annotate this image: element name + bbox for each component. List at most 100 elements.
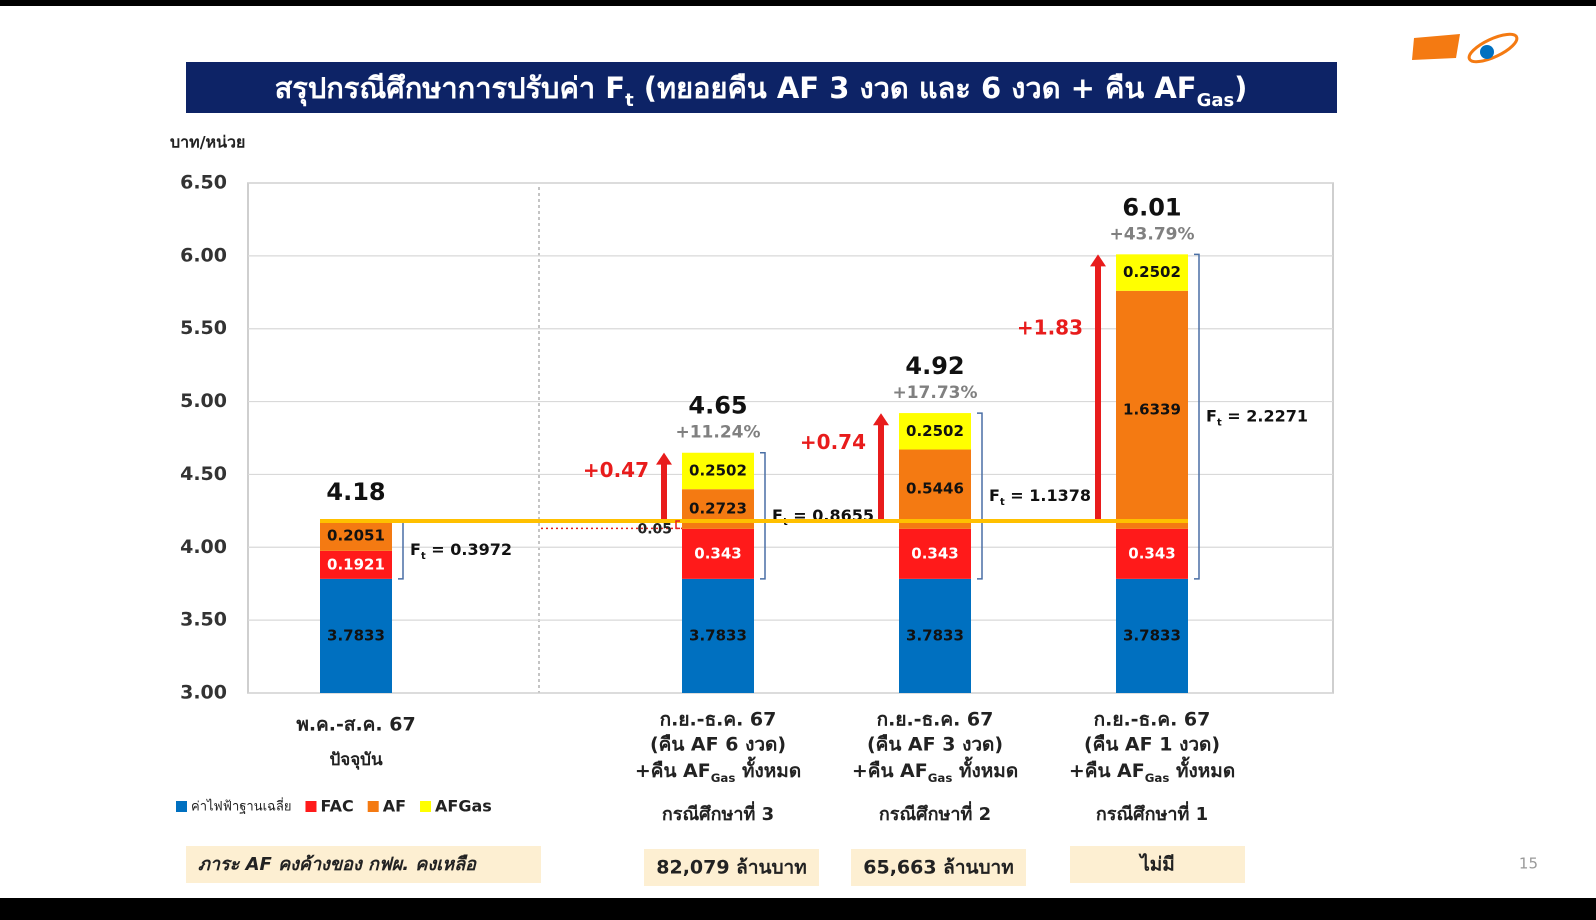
text-part: +คืน AF (852, 760, 928, 782)
legend-swatch (305, 801, 317, 812)
bottom-border (0, 898, 1596, 920)
footer-label: ภาระ AF คงค้างของ กฟผ. คงเหลือ (198, 854, 477, 875)
footer-box (851, 849, 1026, 886)
y-tick-label: 4.00 (180, 536, 227, 558)
top-border (0, 0, 1596, 6)
text-part: ทั้งหมด (952, 756, 1018, 782)
text-part: t (1000, 496, 1005, 507)
ft-label: Ft = 2.2271 (1206, 406, 1308, 428)
bar-segment (320, 578, 392, 693)
ft-bracket (398, 520, 404, 580)
text-part: F (410, 539, 421, 558)
ft-value: 2.2271 (1246, 406, 1308, 425)
text-part: = (1222, 406, 1247, 425)
y-tick-label: 4.50 (180, 463, 227, 485)
bar-value-label: 0.2502 (689, 461, 747, 479)
legend-swatch (176, 801, 187, 812)
bar-segment (899, 578, 971, 693)
bar-value-label: 0.2051 (327, 526, 385, 544)
text-part: สรุปกรณีศึกษาการปรับค่า F (275, 71, 626, 106)
gap-label: 0.05 (637, 521, 672, 537)
text-part: = (426, 539, 451, 558)
text-part: +คืน AF (635, 760, 711, 782)
y-tick-label: 5.00 (180, 390, 227, 412)
bar-value-label: 3.7833 (906, 626, 964, 644)
x-tick-label: ก.ย.-ธ.ค. 67 (660, 709, 777, 731)
footer-value: ไม่มี (1138, 853, 1175, 876)
pct-label: +17.73% (892, 383, 977, 403)
footer-value: 65,663 ล้านบาท (863, 857, 1014, 879)
y-tick-label: 6.00 (180, 244, 227, 266)
bar-value-label: 0.2723 (689, 500, 747, 518)
bar-value-label: 0.5446 (906, 480, 964, 498)
increase-label: +1.83 (1017, 316, 1083, 340)
slide-title: สรุปกรณีศึกษาการปรับค่า Ft (ทยอยคืน AF 3… (275, 71, 1248, 111)
bar-value-label: 3.7833 (1123, 626, 1181, 644)
x-tick-detail: (คืน AF 1 งวด) (1084, 734, 1220, 756)
bar-value-label: 0.2502 (906, 422, 964, 440)
y-tick-label: 3.00 (180, 682, 227, 704)
pct-label: +43.79% (1109, 224, 1194, 244)
text-part: Gas (1145, 771, 1170, 785)
total-label: 4.65 (688, 392, 747, 420)
legend-swatch (420, 801, 432, 812)
text-part: +คืน AF (1069, 760, 1145, 782)
case-label: กรณีศึกษาที่ 3 (662, 801, 774, 825)
text-part: F (989, 485, 1000, 504)
case-label: กรณีศึกษาที่ 2 (879, 801, 991, 825)
gap-bracket (675, 520, 680, 530)
legend-label: ค่าไฟฟ้าฐานเฉลี่ย (191, 798, 291, 815)
increase-label: +0.47 (583, 458, 649, 482)
bar-value-label: 3.7833 (327, 626, 385, 644)
bar-value-label: 3.7833 (689, 626, 747, 644)
ft-bracket (760, 451, 766, 580)
footer-box (1070, 846, 1245, 883)
y-tick-label: 6.50 (180, 172, 227, 194)
increase-arrow (656, 452, 672, 522)
text-part: F (772, 505, 783, 524)
x-tick-label: พ.ค.-ส.ค. 67 (296, 714, 415, 736)
bar-segment (682, 528, 754, 579)
text-part: F (1206, 406, 1217, 425)
footer-value: 82,079 ล้านบาท (656, 857, 807, 879)
legend-label: AFGas (435, 797, 492, 816)
legend-label: FAC (320, 797, 353, 816)
title-box (186, 62, 1337, 113)
x-tick-detail: (คืน AF 3 งวด) (867, 734, 1003, 756)
bar-segment (320, 520, 392, 551)
bar-segment (899, 449, 971, 529)
pct-label: +11.24% (675, 423, 760, 443)
ft-bracket (977, 412, 983, 580)
increase-arrow (1090, 254, 1106, 522)
bar-value-label: 0.1921 (327, 555, 385, 573)
text-part: t (421, 550, 426, 561)
ft-bracket (1194, 253, 1200, 580)
footer-box (644, 849, 819, 886)
y-tick-label: 5.50 (180, 317, 227, 339)
x-tick-detail: +คืน AFGas ทั้งหมด (852, 756, 1018, 785)
x-tick-label: ก.ย.-ธ.ค. 67 (877, 709, 994, 731)
ft-label: Ft = 0.3972 (410, 539, 512, 561)
text-part: Gas (711, 771, 736, 785)
bar-value-label: 0.343 (694, 544, 741, 562)
total-label: 4.92 (905, 352, 964, 380)
x-tick-label: ก.ย.-ธ.ค. 67 (1094, 709, 1211, 731)
x-tick-detail: +คืน AFGas ทั้งหมด (635, 756, 801, 785)
bar-segment (1116, 578, 1188, 693)
y-tick-label: 3.50 (180, 609, 227, 631)
bar-value-label: 0.343 (911, 544, 958, 562)
case-label: กรณีศึกษาที่ 1 (1096, 801, 1208, 825)
text-part: t (625, 90, 634, 111)
bar-value-label: 0.2502 (1123, 263, 1181, 281)
bar-segment (682, 452, 754, 490)
bar-segment (899, 413, 971, 450)
ft-value: 0.3972 (450, 539, 512, 558)
text-part: = (1005, 485, 1030, 504)
footer-box (186, 846, 541, 883)
bar-segment (1116, 528, 1188, 579)
bar-value-label: 0.343 (1128, 544, 1175, 562)
y-axis-title: บาท/หน่วย (170, 133, 245, 152)
bar-segment (320, 550, 392, 579)
increase-arrow (873, 413, 889, 522)
